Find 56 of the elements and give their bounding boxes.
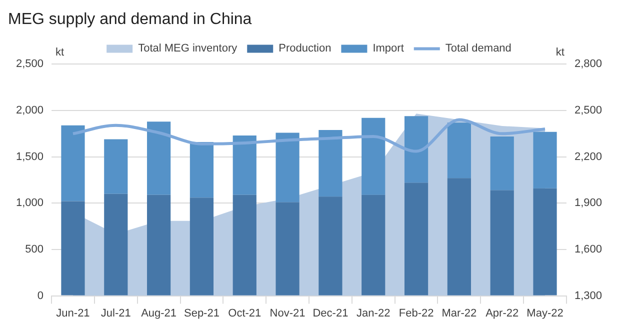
x-tick-label: Mar-22 — [442, 307, 477, 320]
x-tick-label: May-22 — [526, 307, 564, 320]
bar — [447, 178, 471, 296]
x-tick-label: Feb-22 — [398, 307, 434, 320]
y2-tick-label: 2,500 — [574, 104, 602, 117]
bar — [190, 198, 214, 296]
bar — [276, 202, 300, 296]
chart-title: MEG supply and demand in China — [8, 11, 252, 28]
bar — [147, 122, 171, 195]
bar — [490, 190, 514, 296]
bar — [276, 132, 300, 202]
x-tick-label: Nov-21 — [270, 307, 306, 320]
y-tick-label: 1,000 — [16, 197, 44, 210]
legend-label: Total demand — [445, 42, 512, 55]
bar — [362, 194, 386, 296]
bar — [318, 130, 342, 197]
bar — [490, 136, 514, 190]
y-axis-title: kt — [56, 46, 64, 59]
bar — [533, 188, 557, 296]
bar — [533, 132, 557, 188]
y-tick-label: 1,500 — [16, 150, 44, 163]
x-tick-label: Sep-21 — [184, 307, 220, 320]
y-tick-label: 500 — [25, 244, 44, 256]
y2-axis-title: kt — [556, 46, 564, 59]
y2-tick-label: 1,600 — [574, 244, 602, 256]
bar — [61, 125, 85, 202]
x-tick-label: Dec-21 — [312, 307, 348, 320]
x-tick-label: Aug-21 — [141, 307, 177, 320]
x-tick-label: Oct-21 — [228, 307, 262, 320]
y2-tick-label: 1,300 — [574, 290, 602, 302]
y-tick-label: 0 — [37, 290, 44, 302]
y2-tick-label: 2,800 — [574, 58, 602, 70]
bar — [447, 122, 471, 178]
bar — [104, 139, 128, 194]
x-tick-label: Jun-21 — [56, 307, 90, 320]
y2-tick-label: 1,900 — [574, 197, 602, 210]
bar — [190, 142, 214, 198]
y-tick-label: 2,500 — [16, 58, 44, 70]
bar — [61, 201, 85, 296]
bar — [104, 194, 128, 296]
y-tick-label: 2,000 — [16, 104, 44, 117]
bar — [147, 194, 171, 296]
bar — [232, 136, 256, 195]
x-tick-label: Apr-22 — [486, 307, 519, 320]
bar — [404, 182, 428, 296]
legend-label: Production — [278, 42, 332, 55]
bar — [362, 118, 386, 195]
x-tick-label: Jul-21 — [100, 307, 131, 320]
y2-tick-label: 2,200 — [574, 150, 602, 163]
legend-label: Total MEG inventory — [138, 42, 238, 55]
legend-label: Import — [372, 42, 404, 55]
bar — [404, 116, 428, 183]
line-series — [71, 118, 547, 153]
bar — [232, 194, 256, 296]
x-tick-label: Jan-22 — [356, 307, 390, 320]
bar — [318, 196, 342, 296]
